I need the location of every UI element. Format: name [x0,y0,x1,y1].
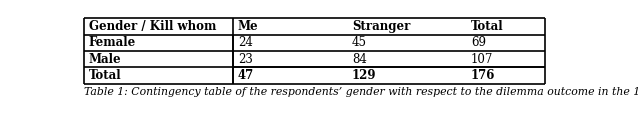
Text: 23: 23 [237,53,253,66]
Text: 24: 24 [237,36,253,49]
Text: Gender / Kill whom: Gender / Kill whom [89,20,216,33]
Text: Stranger: Stranger [352,20,410,33]
Text: 84: 84 [352,53,367,66]
Text: Total: Total [471,20,504,33]
Text: 176: 176 [471,69,495,82]
Text: 45: 45 [352,36,367,49]
Text: 129: 129 [352,69,376,82]
Text: 47: 47 [237,69,254,82]
Text: Table 1: Contingency table of the respondents’ gender with respect to the dilemm: Table 1: Contingency table of the respon… [84,87,640,97]
Text: Male: Male [89,53,122,66]
Text: Total: Total [89,69,122,82]
Text: 107: 107 [471,53,493,66]
Text: Me: Me [237,20,259,33]
Text: Female: Female [89,36,136,49]
Text: 69: 69 [471,36,486,49]
